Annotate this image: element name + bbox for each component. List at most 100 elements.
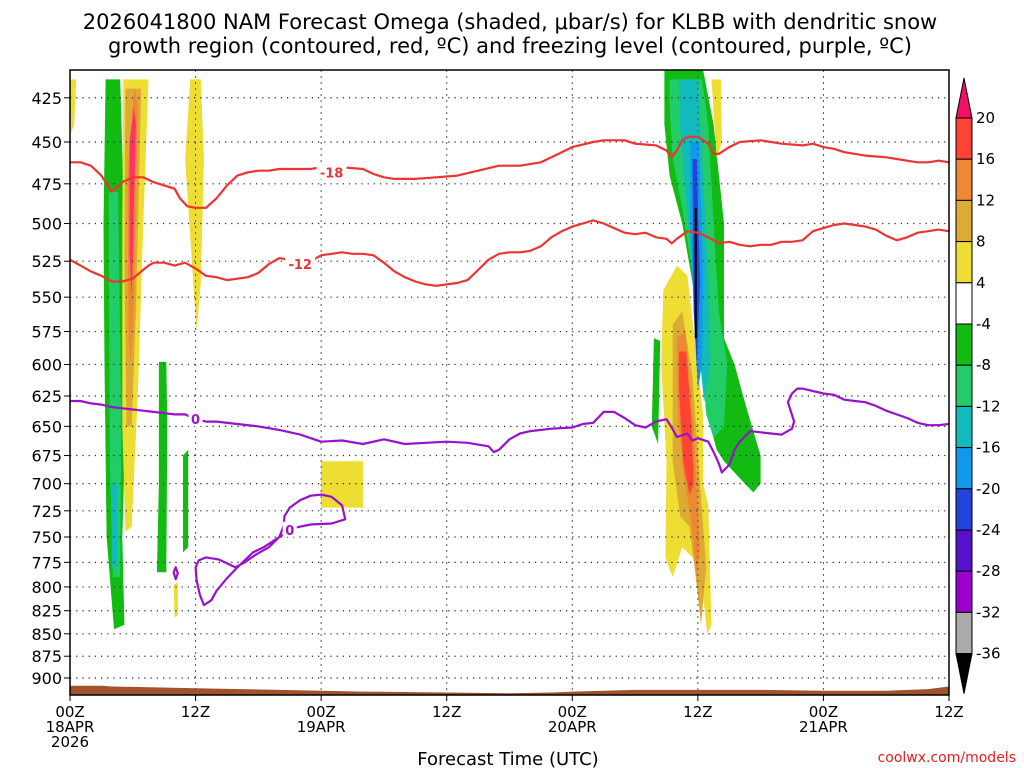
contour-label-0: -18 [320,166,344,181]
colorbar-swatch-2 [955,199,973,243]
chart-title-line-2: growth region (contoured, red, ºC) and f… [108,34,912,58]
terrain-layer [70,685,949,695]
colorbar-swatch-9 [955,488,973,531]
omega-region-13 [651,338,661,444]
x-axis-title: Forecast Time (UTC) [417,749,598,768]
y-tick-label-475: 475 [31,175,62,194]
contour-line-0 [70,135,949,209]
omega-region-8 [185,79,204,332]
grid-layer [70,70,949,695]
omega-region-23 [694,207,697,339]
colorbar-swatch-10 [955,529,973,572]
colorbar-swatch-3 [955,241,973,284]
y-tick-label-600: 600 [31,355,62,374]
colorbar-label-10: -24 [976,521,1001,539]
colorbar-label-11: -28 [976,562,1001,580]
colorbar-label-8: -16 [976,439,1001,457]
colorbar-swatch-4 [955,282,973,325]
chart-title-line-1: 2026041800 NAM Forecast Omega (shaded, μ… [83,10,937,34]
plot-frame [69,69,950,696]
contour-label-bg-2 [188,411,203,427]
y-tick-label-575: 575 [31,323,62,342]
omega-region-24 [711,79,722,159]
colorbar-swatch-8 [955,447,973,490]
contour-label-3: 0 [285,524,294,539]
colorbar-label-5: -4 [976,315,991,333]
x-tick-label-0-2: 18APR [46,718,95,736]
y-tick-label-775: 775 [31,553,62,572]
y-tick-label-425: 425 [31,89,62,108]
x-tick-label-7-1: 12Z [934,703,963,721]
y-tick-label-750: 750 [31,528,62,547]
omega-region-7 [70,79,77,134]
y-tick-label-825: 825 [31,602,62,621]
x-tick-label-4-2: 20APR [548,718,597,736]
omega-region-11 [173,582,178,618]
y-tick-label-900: 900 [31,669,62,688]
x-tick-label-0-3: 2026 [51,733,89,751]
colorbar-label-6: -8 [976,356,991,374]
y-tick-label-500: 500 [31,214,62,233]
colorbar-top-arrow [955,77,973,119]
x-tick-label-1-1: 12Z [181,703,210,721]
x-tick-label-0-1: 00Z [55,703,84,721]
colorbar-label-3: 8 [976,233,986,251]
x-tick-label-6-2: 21APR [799,718,848,736]
colorbar-swatch-0 [955,117,973,160]
y-axis: 425 450 475 500 525 550 575 600 625 650 675 700 725 7… [31,89,70,688]
omega-region-12 [321,461,363,508]
omega-shading-layer [70,70,761,634]
omega-region-17 [679,351,694,495]
y-tick-label-850: 850 [31,625,62,644]
contour-layer: -18 -12 0 0 [70,135,949,607]
y-tick-label-525: 525 [31,252,62,271]
y-tick-label-450: 450 [31,133,62,152]
colorbar-swatch-6 [955,364,973,407]
y-tick-label-550: 550 [31,288,62,307]
x-tick-label-3-1: 12Z [432,703,461,721]
omega-region-2 [110,483,118,568]
omega-region-10 [183,449,189,553]
y-tick-label-650: 650 [31,417,62,436]
x-tick-label-5-1: 12Z [683,703,712,721]
omega-region-9 [156,361,168,573]
y-tick-label-725: 725 [31,502,62,521]
terrain-fill [70,685,949,695]
colorbar-label-2: 12 [976,191,995,209]
colorbar: 20 16 12 8 4 -4 -8 -12 -16 -20 -24 -28 -32 -36 [955,77,1001,694]
contour-label-bg-0 [316,164,347,180]
colorbar-swatch-7 [955,405,973,449]
colorbar-bottom-arrow [955,653,973,694]
colorbar-label-9: -20 [976,480,1001,498]
y-tick-label-700: 700 [31,475,62,494]
contour-label-2: 0 [191,413,200,428]
contour-label-bg-3 [282,521,297,537]
omega-region-1 [108,191,122,578]
y-tick-label-875: 875 [31,647,62,666]
colorbar-label-0: 20 [976,109,995,127]
omega-region-6 [129,106,136,298]
y-tick-label-675: 675 [31,447,62,466]
contour-label-bg-1 [285,256,316,272]
colorbar-label-12: -32 [976,603,1001,621]
contour-line-2 [70,387,949,474]
contour-line-1 [70,219,949,287]
colorbar-swatch-1 [955,158,973,201]
x-tick-label-6-1: 00Z [809,703,838,721]
colorbar-label-4: 4 [976,274,986,292]
colorbar-swatch-11 [955,570,973,613]
contour-line-4 [172,566,179,581]
y-tick-label-800: 800 [31,578,62,597]
x-tick-label-2-1: 00Z [306,703,335,721]
colorbar-swatch-5 [955,323,973,366]
colorbar-label-7: -12 [976,397,1001,415]
contour-line-3 [194,493,347,607]
x-tick-label-4-1: 00Z [558,703,587,721]
credit-link[interactable]: coolwx.com/models [878,750,1016,766]
contour-label-1: -12 [288,258,312,273]
y-tick-label-625: 625 [31,387,62,406]
x-tick-label-2-2: 19APR [297,718,346,736]
colorbar-swatch-12 [955,611,973,655]
